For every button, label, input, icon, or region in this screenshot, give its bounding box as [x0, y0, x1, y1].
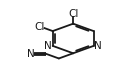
Text: N: N — [94, 41, 102, 51]
Text: Cl: Cl — [34, 22, 44, 32]
Text: N: N — [44, 41, 52, 51]
Text: Cl: Cl — [68, 9, 78, 19]
Text: N: N — [27, 49, 34, 59]
